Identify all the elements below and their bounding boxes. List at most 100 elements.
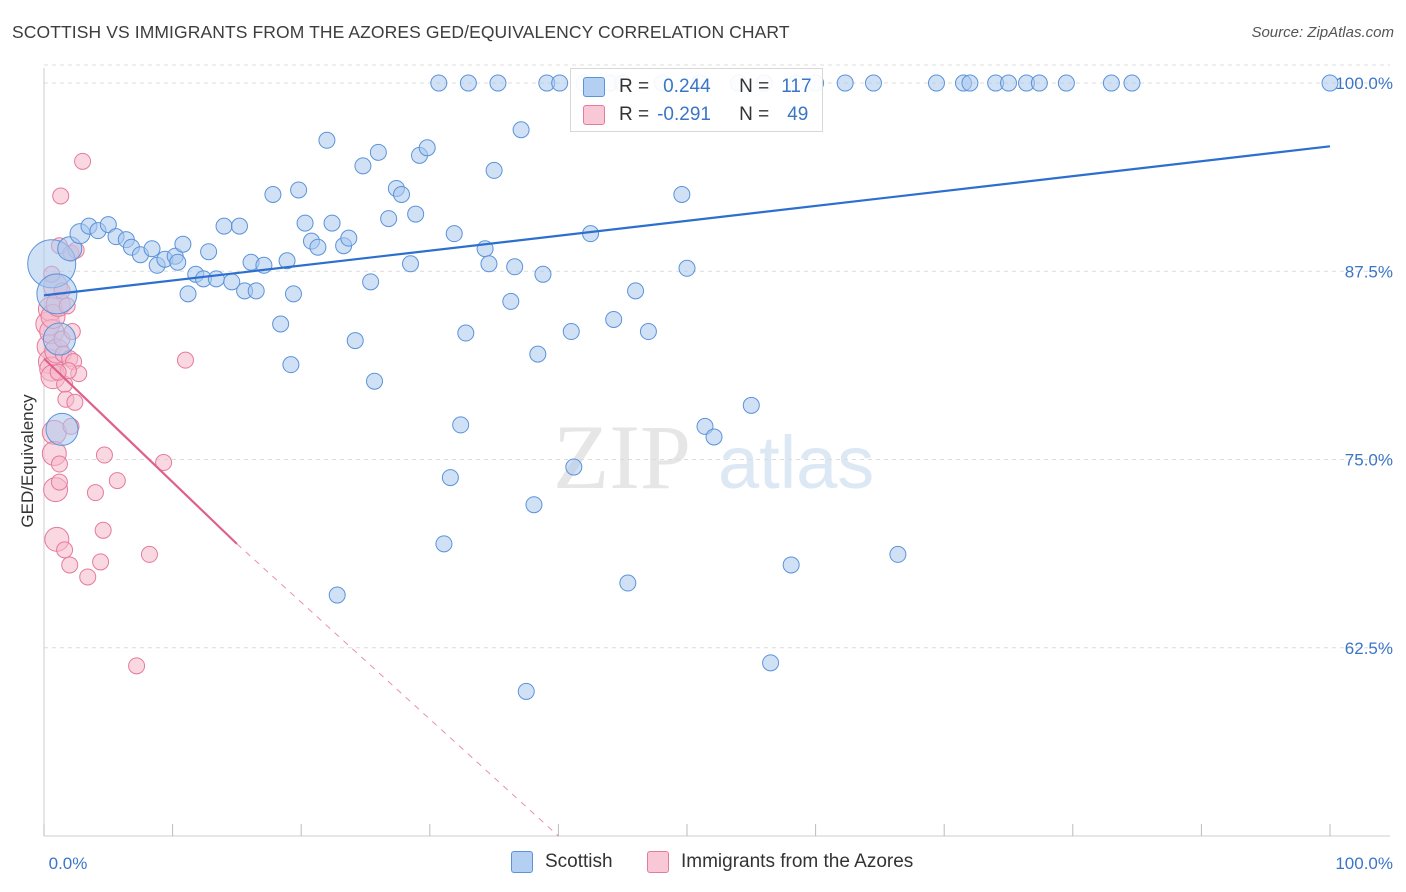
scottish-point [207,270,225,288]
scottish-point [457,324,475,342]
scottish-point [534,265,552,283]
n-label: N = [739,76,770,97]
scottish-point [512,121,530,139]
scottish-point [762,654,780,672]
watermark-zip: ZIP [553,406,691,508]
scottish-point [200,243,218,261]
y-tick-label: 100.0% [1335,74,1393,93]
scottish-point [407,205,425,223]
scottish-point [1057,74,1075,92]
n-label: N = [739,104,770,125]
scottish-point [323,214,341,232]
azores-point [128,657,146,675]
azores-point [50,455,68,473]
chart-title: SCOTTISH VS IMMIGRANTS FROM THE AZORES G… [12,22,790,42]
scottish-point [282,356,300,374]
scottish-point [551,74,569,92]
scottish-point [627,282,645,300]
azores-point [92,553,110,571]
scottish-point [1123,74,1141,92]
scottish-trend-line [43,145,1331,297]
scottish-point [296,214,314,232]
legend-label-scottish: Scottish [545,851,613,872]
scottish-point [565,458,583,476]
azores-point [50,473,68,491]
scottish-point [143,240,161,258]
scottish-point [619,574,637,592]
scottish-point [169,253,187,271]
scottish-point [418,139,436,157]
scottish-point [340,229,358,247]
scottish-point [485,161,503,179]
scottish-point [639,323,657,341]
r-label: R = [619,104,650,125]
scottish-point [506,258,524,276]
scottish-point [562,323,580,341]
azores-point [61,556,79,574]
azores-point [74,152,92,170]
azores-point [56,541,74,559]
azores-point [108,472,126,490]
x-tick-label: 0.0% [49,854,88,873]
scottish-point [452,416,470,434]
scottish-point [328,586,346,604]
scottish-point [215,217,233,235]
azores-point [94,521,112,539]
stats-row-scottish: R = 0.244 N = 117 [583,73,812,101]
scottish-point [309,238,327,256]
y-tick-label: 62.5% [1345,639,1393,658]
scottish-point [961,74,979,92]
legend-label-azores: Immigrants from the Azores [681,851,914,872]
scottish-point [362,273,380,291]
scottish-point [525,496,543,514]
x-tick-label: 100.0% [1335,854,1393,873]
y-tick-label: 75.0% [1345,451,1393,470]
n-value: 117 [781,76,812,97]
scottish-point [318,131,336,149]
azores-point [86,484,104,502]
r-value: 0.244 [663,76,711,97]
n-value: 49 [787,104,809,125]
legend-item-scottish[interactable]: Scottish [511,851,613,873]
scottish-point [529,345,547,363]
scottish-point [673,185,691,203]
scottish-swatch [511,851,533,873]
gridlines [44,64,1390,649]
scottish-point [45,412,79,446]
scottish-point [230,217,248,235]
azores-trend-line [43,357,238,545]
azores-point [66,393,84,411]
scottish-point [435,535,453,553]
y-tick-label: 87.5% [1345,262,1393,281]
scottish-point [380,210,398,228]
scottish-point [889,545,907,563]
scottish-point [445,225,463,243]
scottish-point [1000,74,1017,92]
scottish-point [430,74,448,92]
scottish-point [42,322,76,356]
azores-swatch [647,851,669,873]
azores-point [52,187,70,205]
azores-point [79,568,97,586]
scottish-point [480,255,498,273]
stats-legend: R = 0.244 N = 117 R = -0.291 N = 49 [570,68,823,132]
scottish-point [284,285,302,303]
scottish-point [179,285,197,303]
scottish-point [489,74,507,92]
scottish-point [441,469,459,487]
scottish-point [782,556,800,574]
azores-point [140,545,158,563]
scottish-point [864,74,882,92]
scottish-point [459,74,477,92]
stats-row-azores: R = -0.291 N = 49 [583,101,808,129]
source-label: Source: ZipAtlas.com [1251,24,1394,41]
watermark-atlas: atlas [718,421,874,504]
scottish-point [678,259,696,277]
azores-point [155,454,173,472]
scottish-point [1102,74,1120,92]
trend-lines [43,145,1331,837]
scottish-point [366,372,384,390]
scottish-point [742,396,760,414]
legend-item-azores[interactable]: Immigrants from the Azores [647,851,913,873]
